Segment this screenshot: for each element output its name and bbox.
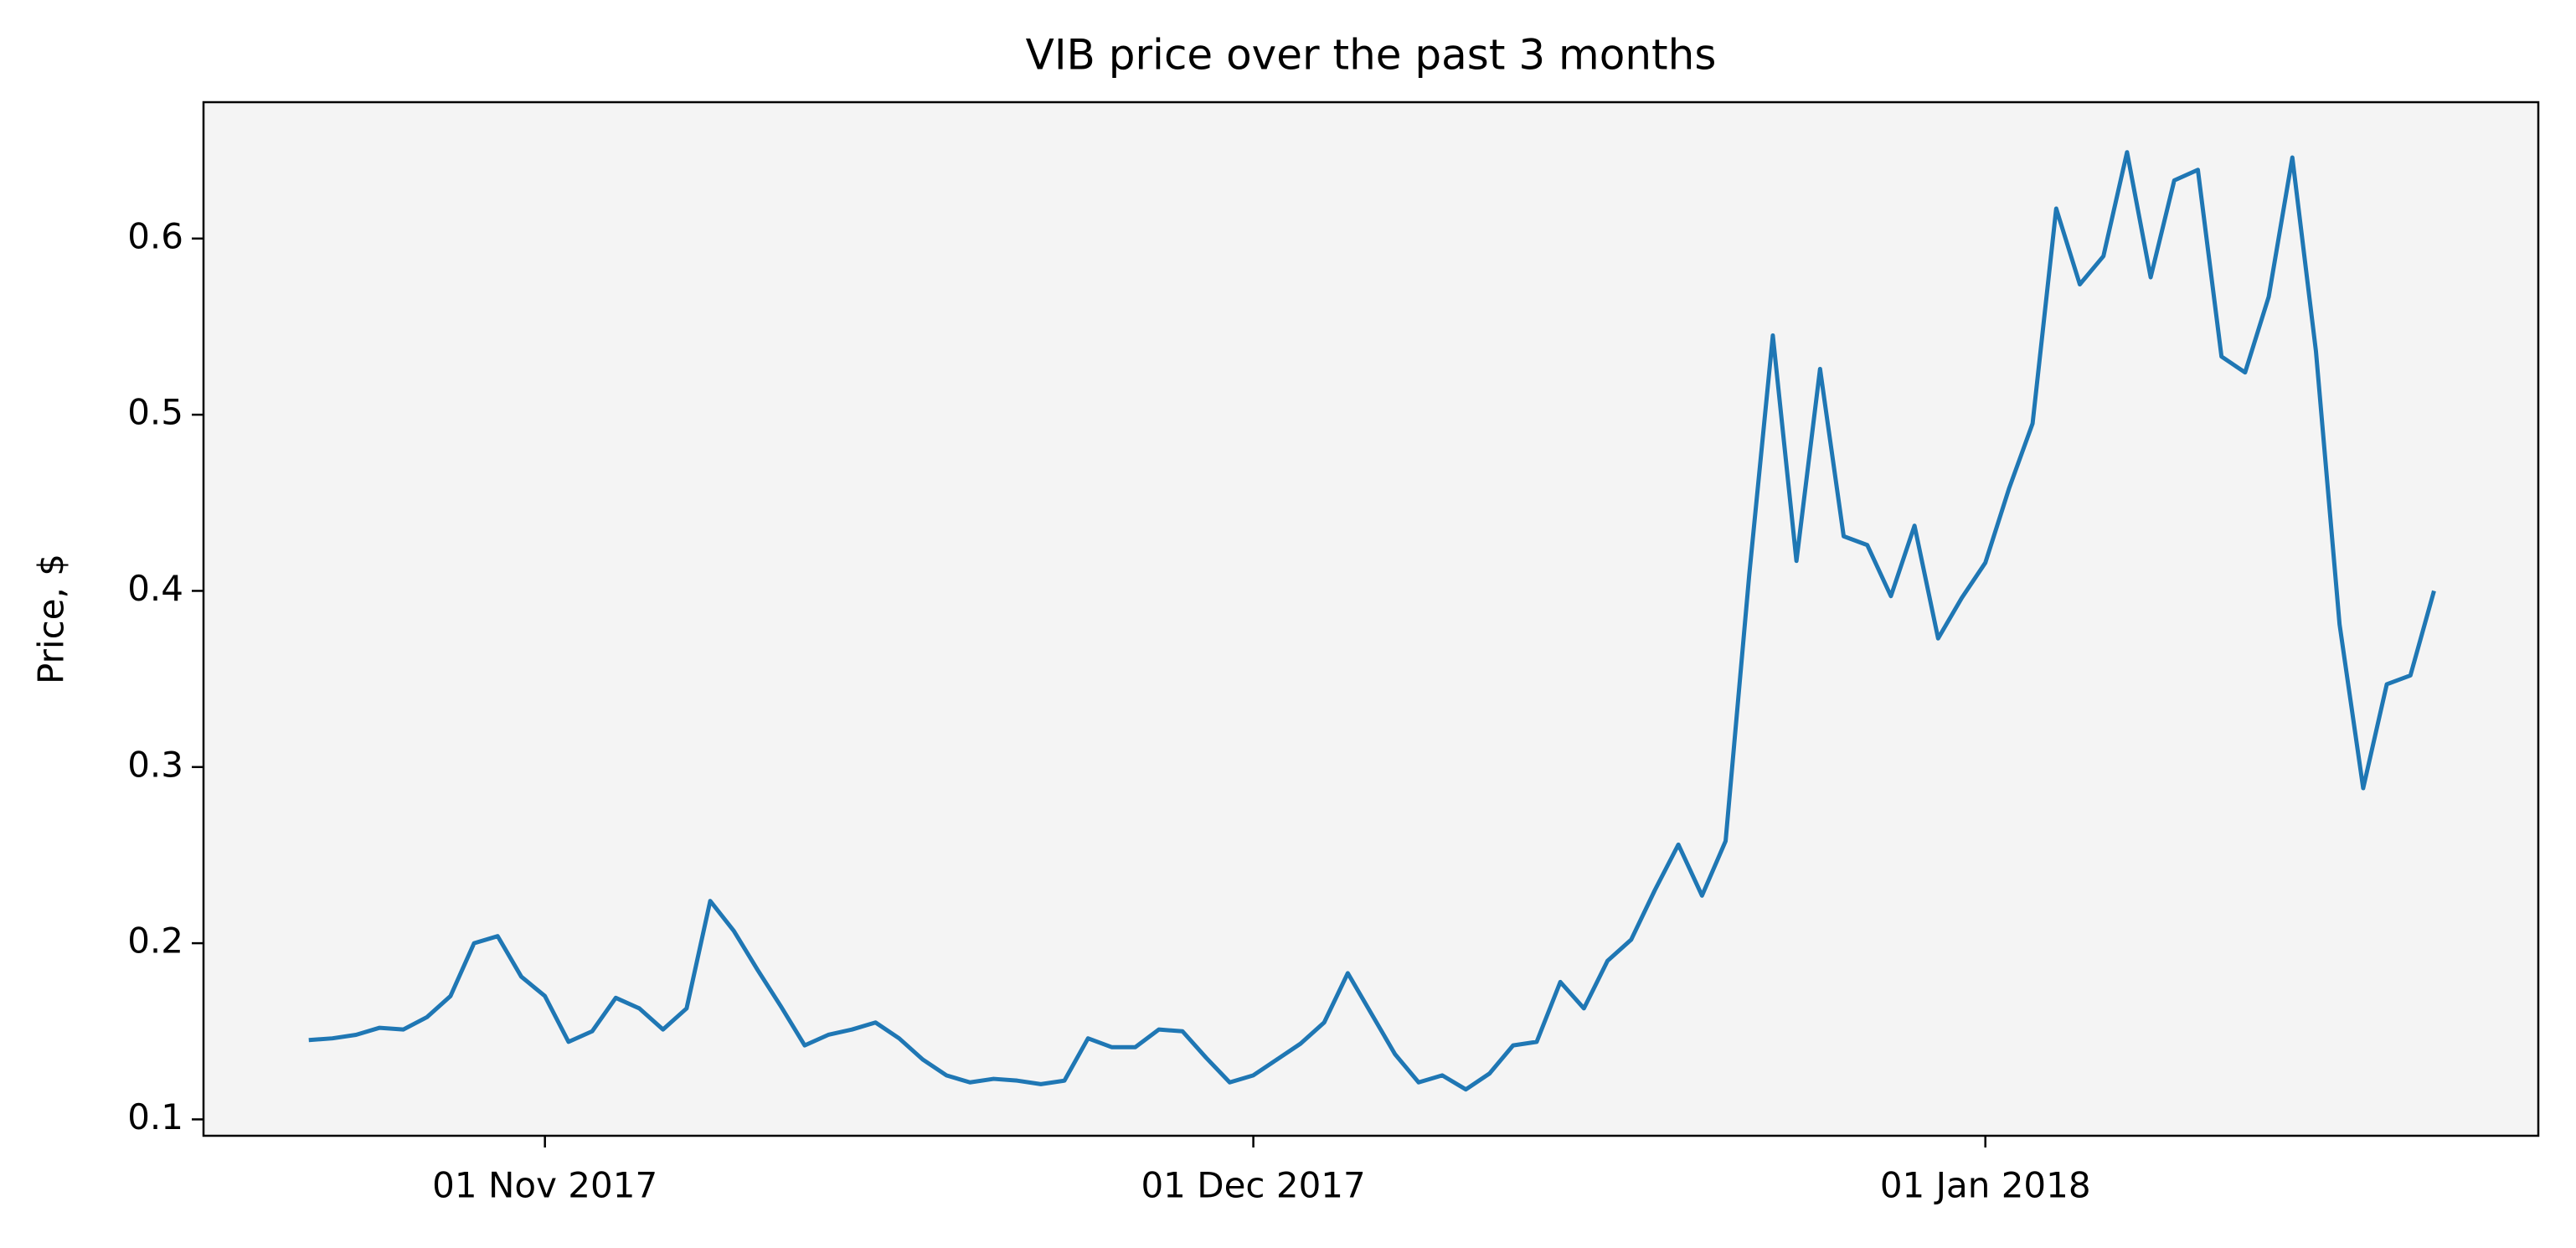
y-tick-label: 0.5: [127, 392, 183, 433]
y-tick-label: 0.4: [127, 568, 183, 609]
chart-title: VIB price over the past 3 months: [1026, 31, 1717, 80]
x-tick-label: 01 Jan 2018: [1880, 1165, 2091, 1206]
plot-area: [204, 102, 2538, 1136]
y-tick-label: 0.2: [127, 921, 183, 962]
plot-frame: [202, 101, 2540, 1137]
x-tick-label: 01 Dec 2017: [1141, 1165, 1365, 1206]
y-tick-label: 0.1: [127, 1096, 183, 1137]
y-tick-label: 0.6: [127, 215, 183, 256]
x-tick-label: 01 Nov 2017: [432, 1165, 657, 1206]
y-axis-label: Price, $: [31, 554, 72, 684]
y-tick-label: 0.3: [127, 744, 183, 785]
price-line: [308, 150, 2436, 1092]
